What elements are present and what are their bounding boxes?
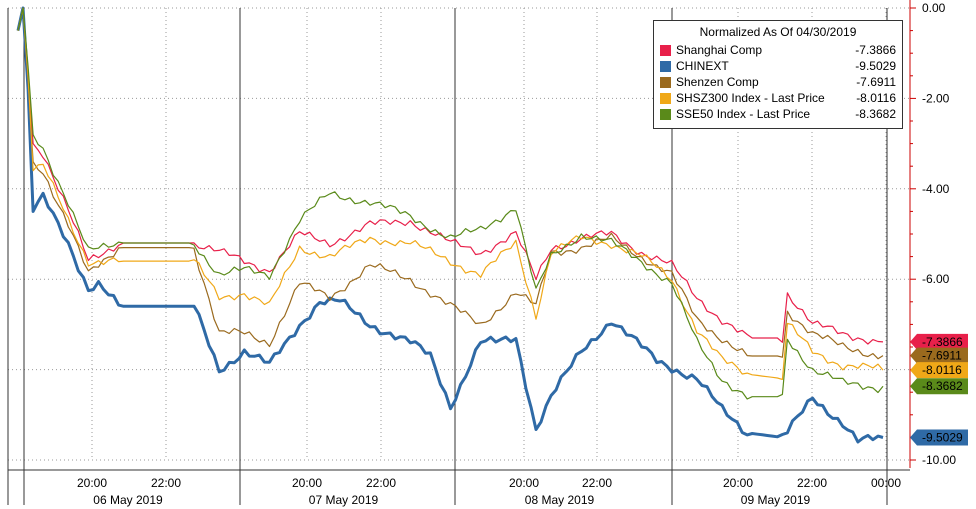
x-time-label: 22:00 <box>582 476 612 490</box>
y-tick-label: -2.00 <box>922 91 950 105</box>
last-value-tag: -9.5029 <box>910 429 968 446</box>
x-day-label: 08 May 2019 <box>525 493 595 507</box>
series-lines <box>16 6 884 444</box>
x-time-label: 00:00 <box>871 476 901 490</box>
y-tick-label: -6.00 <box>922 272 950 286</box>
last-value-tag: -8.0116 <box>910 362 968 379</box>
y-tick-labels: 0.00-2.00-4.00-6.00-8.00-10.00 <box>922 1 956 467</box>
legend-swatch <box>660 44 671 56</box>
x-time-label: 22:00 <box>151 476 181 490</box>
x-time-label: 22:00 <box>366 476 396 490</box>
x-time-label: 20:00 <box>292 476 322 490</box>
last-value-tags: -7.3866 -9.5029 -7.6911-8.0116 -8.3682 <box>910 333 968 446</box>
legend-item: SSE50 Index - Last Price -8.3682 <box>660 106 896 122</box>
x-time-label: 20:00 <box>77 476 107 490</box>
legend-value: -7.6911 <box>856 75 896 89</box>
last-value-text: -8.3682 <box>922 379 963 393</box>
legend-swatch <box>660 92 671 104</box>
legend-name: Shenzen Comp <box>676 75 759 89</box>
last-value-text: -7.3866 <box>922 335 963 349</box>
last-value-box <box>910 347 968 364</box>
axes <box>7 0 916 505</box>
y-tick-label: -4.00 <box>922 182 950 196</box>
last-value-box <box>910 362 968 379</box>
x-time-label: 22:00 <box>797 476 827 490</box>
legend-item: Shanghai Comp -7.3866 <box>660 42 896 58</box>
y-tick-label: 0.00 <box>922 1 946 15</box>
legend-value: -7.3866 <box>855 43 896 57</box>
last-value-box <box>910 333 968 350</box>
last-value-box <box>910 378 968 395</box>
series-line <box>17 7 884 400</box>
x-day-label: 07 May 2019 <box>309 493 379 507</box>
legend-swatch <box>660 60 671 72</box>
y-tick-label: -10.00 <box>922 453 956 467</box>
legend-swatch <box>660 76 671 88</box>
legend-value: -8.3682 <box>855 107 896 121</box>
x-day-label: 09 May 2019 <box>741 493 811 507</box>
last-value-box <box>910 429 968 446</box>
series-line <box>17 7 884 360</box>
legend-name: SHSZ300 Index - Last Price <box>676 91 825 105</box>
legend-item: Shenzen Comp -7.6911 <box>660 74 896 90</box>
legend-value: -9.5029 <box>855 59 896 73</box>
legend-name: CHINEXT <box>676 59 729 73</box>
legend: Normalized As Of 04/30/2019 Shanghai Com… <box>653 20 903 129</box>
legend-value: -8.0116 <box>856 91 896 105</box>
series-line <box>16 6 884 444</box>
legend-name: SSE50 Index - Last Price <box>676 107 811 121</box>
last-value-text: -9.5029 <box>922 431 963 445</box>
legend-name: Shanghai Comp <box>676 43 763 57</box>
legend-title: Normalized As Of 04/30/2019 <box>699 25 857 39</box>
last-value-text: -8.0116 <box>922 363 962 377</box>
last-value-tag: -7.6911 <box>910 347 968 364</box>
last-value-tag: -8.3682 <box>910 378 968 395</box>
x-day-label: 06 May 2019 <box>93 493 163 507</box>
last-value-text: -7.6911 <box>922 349 962 363</box>
legend-item: SHSZ300 Index - Last Price -8.0116 <box>660 90 896 106</box>
series-line <box>17 7 884 380</box>
legend-swatch <box>660 108 671 120</box>
legend-item: CHINEXT -9.5029 <box>660 58 896 74</box>
x-time-label: 20:00 <box>723 476 753 490</box>
x-time-label: 20:00 <box>509 476 539 490</box>
x-tick-labels: 20:00 22:00 20:00 22:00 20:00 22:00 20:00 22:00… <box>77 476 901 507</box>
last-value-tag: -7.3866 <box>910 333 968 350</box>
